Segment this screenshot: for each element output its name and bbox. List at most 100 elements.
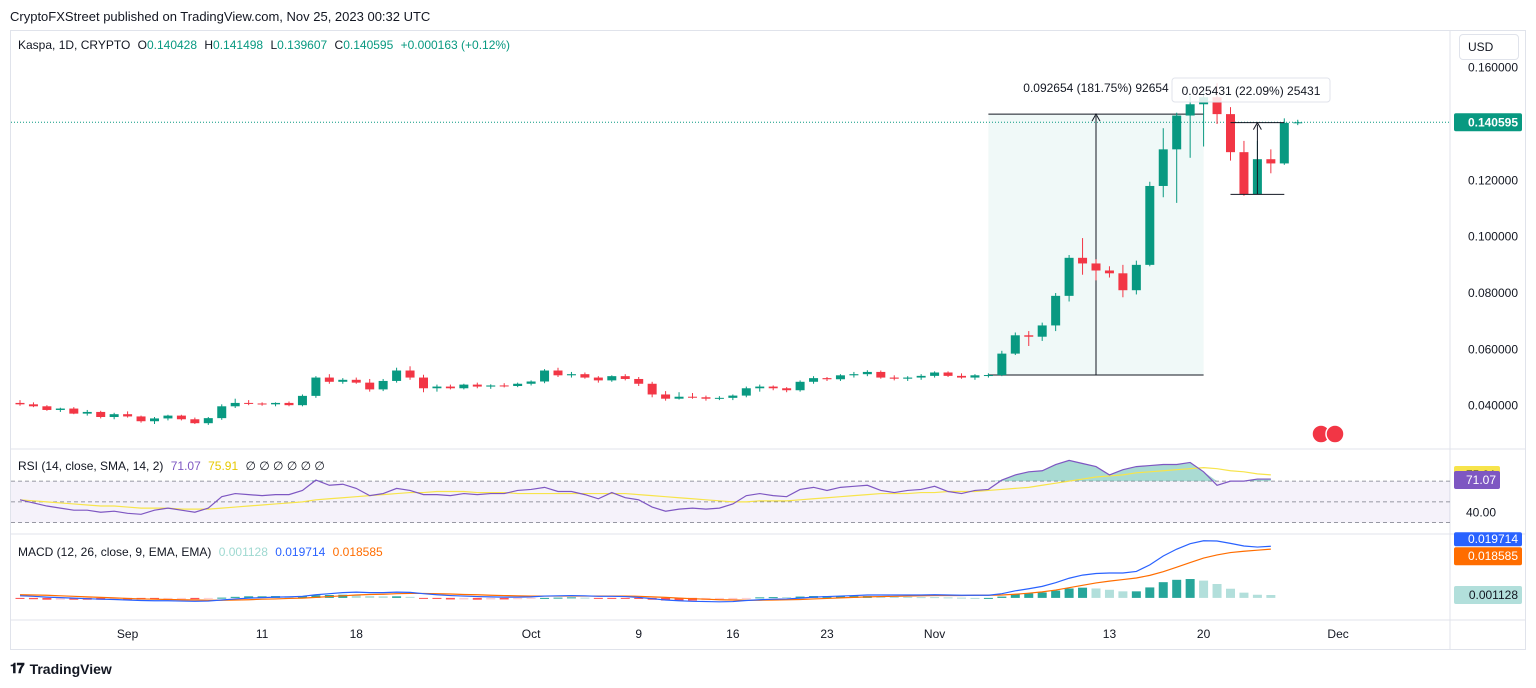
candle-body (257, 403, 267, 405)
close-label: C (334, 38, 344, 52)
price-tick-label: 0.100000 (1468, 230, 1518, 244)
macd-histogram-bar (566, 597, 576, 599)
macd-histogram-bar (674, 597, 684, 601)
candle-body (203, 418, 213, 424)
macd-histogram-bar (1078, 587, 1088, 598)
candle-body (674, 396, 684, 399)
candle-body (1118, 273, 1128, 291)
macd-badge-label: 0.019714 (1468, 532, 1518, 546)
candle-body (69, 408, 79, 414)
macd-histogram-bar (190, 597, 200, 600)
candle-body (593, 377, 603, 381)
time-tick-label: 16 (726, 627, 740, 641)
high-label: H (204, 38, 214, 52)
measure-small-label-box (1171, 77, 1331, 103)
macd-histogram-bar (997, 596, 1007, 598)
price-tick-label-partial: 0.160000 (1468, 61, 1518, 75)
candle-body (795, 381, 805, 391)
symbol-label[interactable]: Kaspa, 1D, CRYPTO (18, 38, 131, 52)
footer-brand[interactable]: 𝟏𝟕 TradingView (10, 660, 112, 677)
macd-histogram-bar (755, 597, 765, 599)
candle-body (822, 378, 832, 380)
macd-histogram-bar (580, 597, 590, 599)
macd-hist-value: 0.001128 (218, 545, 268, 559)
rsi-tick-label: 40.00 (1466, 505, 1496, 519)
macd-histogram-bar (782, 597, 792, 599)
candle-body (324, 377, 334, 382)
macd-histogram-bar (42, 597, 52, 600)
macd-signal-badge (1454, 547, 1522, 566)
candle-body (1293, 122, 1303, 124)
measure-small-arrow-head (1252, 121, 1262, 130)
macd-histogram-bar (983, 597, 993, 599)
candle-body (1024, 335, 1034, 337)
candle-body (930, 372, 940, 376)
rsi-extra: ∅ ∅ ∅ ∅ ∅ ∅ (245, 459, 325, 473)
candle-body (163, 415, 173, 419)
macd-histogram-bar (930, 597, 940, 599)
open-label: O (137, 38, 147, 52)
macd-histogram-bar (1226, 588, 1235, 598)
candle-body (809, 378, 819, 382)
candle-body (997, 353, 1007, 376)
candle-body (688, 396, 697, 398)
macd-hist-badge (1454, 585, 1522, 604)
macd-histogram-bar (230, 596, 240, 598)
candle-body (311, 377, 321, 396)
candle-body (957, 375, 966, 378)
candle-body (82, 411, 92, 414)
candle-body (1010, 335, 1020, 354)
time-tick-label: 9 (635, 627, 642, 641)
candle-body (351, 379, 361, 383)
macd-histogram-bar (661, 597, 671, 601)
price-tick-label: 0.120000 (1468, 173, 1518, 187)
macd-histogram-bar (1091, 588, 1101, 598)
candle-body (1185, 104, 1195, 116)
macd-histogram-bar (1131, 591, 1141, 598)
candle-body (392, 370, 402, 381)
candle-body (1239, 152, 1249, 195)
candle-body (728, 395, 738, 398)
tradingview-logo-icon: 𝟏𝟕 (10, 660, 25, 676)
macd-histogram-bar (55, 597, 65, 600)
candle-body (284, 402, 294, 406)
candle-body (1145, 185, 1155, 265)
publisher-line: CryptoFXStreet published on TradingView.… (10, 9, 431, 24)
time-tick-label: Sep (117, 627, 139, 641)
candle-body (580, 374, 590, 378)
macd-histogram-bar (513, 597, 523, 600)
macd-histogram-bar (445, 597, 455, 600)
candle-body (136, 416, 146, 422)
macd-histogram-bar (378, 596, 388, 598)
macd-signal-value: 0.018585 (332, 545, 383, 559)
rsi-title[interactable]: RSI (14, close, SMA, 14, 2) (18, 459, 164, 473)
macd-histogram-bar (1064, 588, 1074, 598)
candle-body (217, 406, 227, 419)
time-tick-label: 18 (350, 627, 364, 641)
macd-histogram-bar (943, 597, 953, 599)
candle-body (499, 385, 509, 387)
macd-histogram-bar (311, 595, 321, 598)
measure-small-label: 0.025431 (22.09%) 25431 (1182, 84, 1321, 98)
macd-histogram-bar (1158, 582, 1168, 598)
macd-title[interactable]: MACD (12, 26, close, 9, EMA, EMA) (18, 545, 212, 559)
candle-body (445, 386, 455, 389)
candle-body (903, 377, 913, 379)
candle-body (607, 376, 617, 381)
macd-histogram-bar (553, 597, 563, 599)
last-price-label: 0.140595 (1468, 115, 1518, 129)
candle-body (365, 382, 375, 390)
candle-body (96, 411, 106, 418)
candle-body (1279, 122, 1289, 164)
candle-body (714, 397, 724, 399)
macd-histogram-bar (1024, 593, 1034, 598)
candle-body (553, 370, 563, 376)
currency-button[interactable]: USD (1459, 34, 1519, 60)
candle-body (486, 385, 496, 387)
time-tick-label: 13 (1103, 627, 1117, 641)
macd-histogram-bar (163, 597, 173, 600)
candle-body (970, 375, 980, 378)
candle-body (782, 388, 792, 391)
macd-histogram-bar (419, 597, 428, 599)
